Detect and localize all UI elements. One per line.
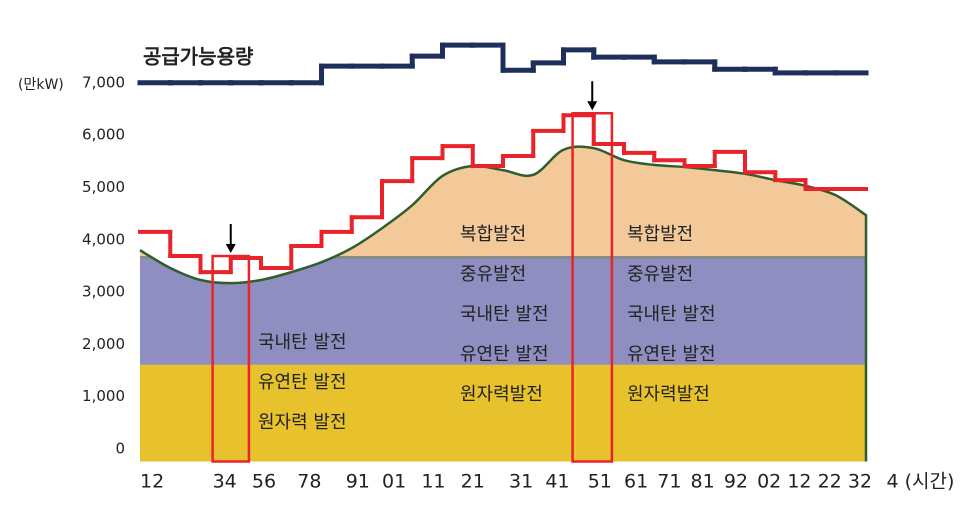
x-tick-label: 22 xyxy=(818,471,842,493)
y-unit: (만kW) xyxy=(18,77,64,93)
x-tick-label: 91 xyxy=(346,471,370,493)
x-tick-label: 4 (시간) xyxy=(886,471,954,493)
highlight-box xyxy=(211,254,251,463)
arrow-head xyxy=(225,244,236,254)
x-tick-label: 12 xyxy=(787,471,811,493)
x-tick-label: 71 xyxy=(657,471,681,493)
y-tick-label: 5,000 xyxy=(82,178,125,196)
x-tick-label: 21 xyxy=(461,471,485,493)
y-tick-label: 4,000 xyxy=(82,230,125,248)
band-label: 중유발전 xyxy=(460,264,526,285)
band-label: 국내탄 발전 xyxy=(460,304,549,325)
band-label: 원자력발전 xyxy=(627,384,710,405)
band-label: 복합발전 xyxy=(460,224,526,245)
x-tick-label: 78 xyxy=(297,471,321,493)
supply-label: 공급가능용량 xyxy=(143,45,254,69)
band-label: 유연탄 발전 xyxy=(258,372,347,393)
x-tick-label: 56 xyxy=(252,471,276,493)
y-tick-label: 7,000 xyxy=(82,73,125,91)
y-tick-label: 3,000 xyxy=(82,283,125,301)
band xyxy=(140,364,866,462)
band-label: 복합발전 xyxy=(627,224,693,245)
x-tick-label: 11 xyxy=(421,471,445,493)
band-label: 유연탄 발전 xyxy=(460,344,549,365)
x-tick-label: 01 xyxy=(382,471,406,493)
x-tick-label: 61 xyxy=(624,471,648,493)
y-tick-label: 0 xyxy=(115,440,125,458)
band-label: 원자력발전 xyxy=(460,384,543,405)
x-tick-label: 12 xyxy=(140,471,164,493)
highlight-box xyxy=(571,111,614,463)
x-tick-label: 34 xyxy=(213,471,237,493)
band-label: 유연탄 발전 xyxy=(627,344,716,365)
y-tick-label: 1,000 xyxy=(82,387,125,405)
x-tick-label: 32 xyxy=(848,471,872,493)
x-tick-label: 81 xyxy=(691,471,715,493)
x-tick-label: 51 xyxy=(588,471,612,493)
band-label: 국내탄 발전 xyxy=(627,304,716,325)
band-label: 원자력 발전 xyxy=(258,412,347,433)
band-label: 국내탄 발전 xyxy=(258,332,347,353)
x-tick-label: 31 xyxy=(509,471,533,493)
y-tick-label: 6,000 xyxy=(82,126,125,144)
x-tick-label: 41 xyxy=(545,471,569,493)
arrow-head xyxy=(587,101,598,111)
x-tick-label: 92 xyxy=(724,471,748,493)
y-tick-label: 2,000 xyxy=(82,335,125,353)
x-tick-label: 02 xyxy=(757,471,781,493)
band-label: 중유발전 xyxy=(627,264,693,285)
